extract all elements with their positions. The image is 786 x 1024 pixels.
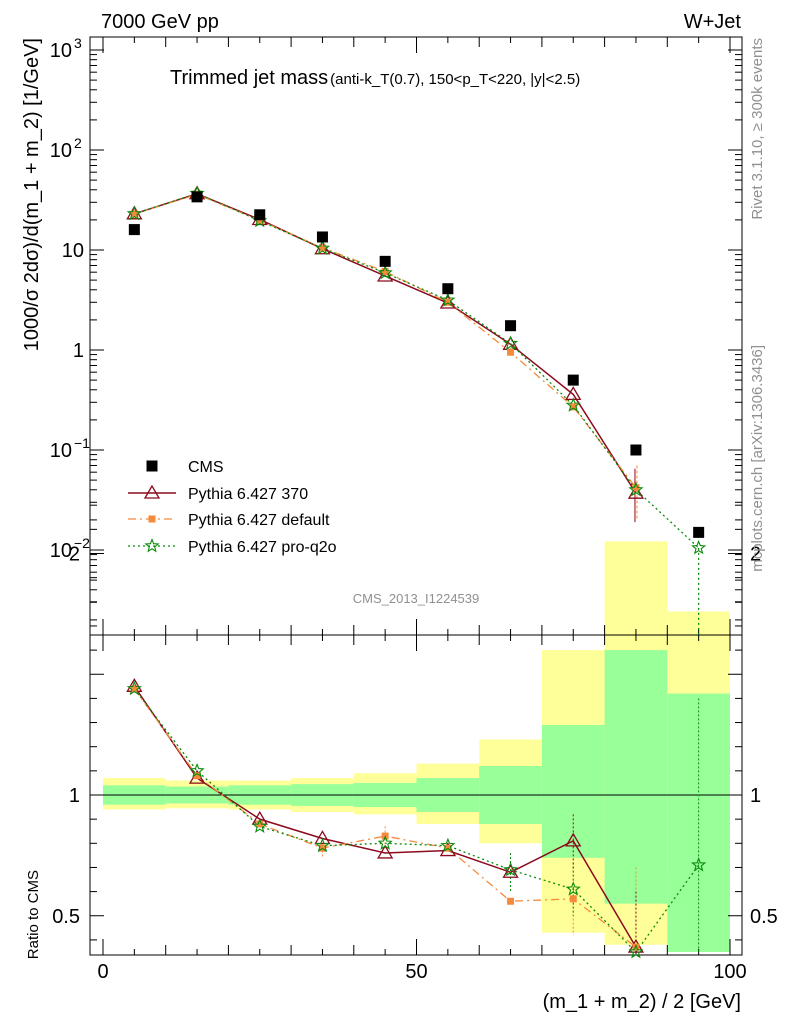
x-tick-label: 0 (97, 961, 108, 983)
main-series (126, 185, 707, 635)
rivet-label: Rivet 3.1.10, ≥ 300k events (749, 38, 766, 220)
series-point (318, 244, 326, 252)
series-point (632, 484, 640, 492)
ratio-point (565, 832, 582, 847)
ratio-point (502, 861, 519, 877)
header-right: W+Jet (684, 11, 742, 33)
main-y-tick-exponent: 2 (74, 135, 82, 151)
ratio-point (507, 897, 515, 905)
ratio-y-tick-label-right: 1 (750, 785, 761, 807)
legend-label: Pythia 6.427 370 (188, 486, 308, 503)
ratio-point (502, 863, 519, 878)
series-point (381, 267, 389, 275)
legend-marker (146, 460, 158, 472)
series-point (440, 292, 456, 307)
legend-label: Pythia 6.427 pro-q2o (188, 539, 337, 556)
main-y-tick-label: 10 (50, 440, 72, 462)
mcplots-label: mcplots.cern.ch [arXiv:1306.3436] (749, 345, 766, 572)
data-point (191, 191, 203, 203)
series-point (565, 397, 581, 412)
series-point (691, 539, 707, 555)
ratio-point (126, 680, 142, 696)
series-point (126, 205, 142, 221)
ratio-point (440, 837, 456, 853)
ratio-series (126, 678, 707, 959)
green-band-bin (541, 724, 605, 858)
series-point (569, 403, 577, 411)
main-y-tick-label: 10 (50, 540, 72, 562)
ratio-point (189, 762, 205, 778)
ratio-point (130, 685, 138, 693)
x-tick-labels: 0 50 100 (97, 961, 746, 983)
ratio-y-tick-label-left: 0.5 (52, 906, 80, 928)
legend-marker (144, 537, 160, 553)
ratio-y-tick-labels: 0.5 0.5 1 1 2 2 (52, 544, 778, 928)
series-point (314, 240, 331, 255)
ratio-y-axis-title: Ratio to CMS (25, 870, 42, 959)
ratio-point (632, 943, 640, 951)
ratio-line (133, 688, 700, 953)
analysis-watermark: CMS_2013_I1224539 (353, 591, 480, 606)
series-point (628, 481, 644, 497)
data-point (630, 444, 642, 456)
series-point (256, 216, 264, 224)
main-y-tick-exponent: 3 (74, 35, 82, 51)
data-point (379, 255, 391, 267)
ratio-y-tick-label-left: 2 (69, 544, 80, 566)
data-point (254, 209, 266, 221)
ratio-line (133, 688, 637, 948)
data-point (567, 374, 579, 386)
legend-label: Pythia 6.427 default (188, 512, 330, 529)
series-line (134, 192, 700, 549)
data-point (316, 231, 328, 243)
ratio-y-tick-label-right: 2 (750, 544, 761, 566)
main-y-tick-exponent: −2 (74, 535, 90, 551)
ratio-point (193, 772, 201, 780)
axis-ticks (90, 37, 742, 955)
series-point (507, 348, 515, 356)
data-point (442, 283, 454, 295)
main-y-tick-exponent: −1 (74, 435, 90, 451)
ratio-point (314, 830, 331, 845)
x-axis-title: (m_1 + m_2) / 2 [GeV] (543, 991, 741, 1013)
ratio-point (691, 856, 707, 872)
ratio-y-tick-label-right: 0.5 (750, 906, 778, 928)
main-y-tick-label: 10 (62, 240, 84, 262)
series-line (134, 192, 637, 494)
chart-title-main: Trimmed jet mass (170, 67, 328, 89)
ratio-point (569, 895, 577, 903)
legend-marker (143, 484, 161, 499)
x-tick-label: 50 (405, 961, 427, 983)
chart-title-suffix: (anti-k_T(0.7), 150<p_T<220, |y|<2.5) (330, 71, 580, 88)
ratio-point (565, 881, 581, 896)
ratio-point (314, 837, 331, 853)
main-y-axis-title: 1000/σ 2dσ)/d(m_1 + m_2) [1/GeV] (21, 38, 43, 351)
main-y-tick-label: 10 (50, 140, 72, 162)
data-point (693, 526, 705, 538)
ratio-point (252, 818, 268, 833)
x-tick-label: 100 (713, 961, 746, 983)
data-point (505, 320, 517, 332)
data-point (128, 224, 140, 236)
ratio-point (628, 943, 644, 959)
legend: CMS Pythia 6.427 370 Pythia 6.427 default P… (128, 459, 337, 556)
series-line (134, 193, 637, 489)
ratio-y-tick-label-left: 1 (69, 785, 80, 807)
ratio-point (256, 820, 264, 828)
chart-title: Trimmed jet mass (anti-k_T(0.7), 150<p_T<… (170, 67, 580, 89)
series-point (377, 264, 393, 280)
ratio-point (377, 835, 393, 850)
main-y-tick-label: 1 (73, 340, 84, 362)
header-left: 7000 GeV pp (101, 11, 219, 33)
series-point (502, 335, 519, 351)
green-band-bin (604, 650, 668, 904)
main-y-tick-label: 10 (50, 40, 72, 62)
series-point (130, 210, 138, 218)
series-point (444, 298, 452, 306)
legend-label: CMS (188, 459, 224, 476)
legend-marker (148, 515, 156, 523)
ratio-point (377, 844, 394, 859)
